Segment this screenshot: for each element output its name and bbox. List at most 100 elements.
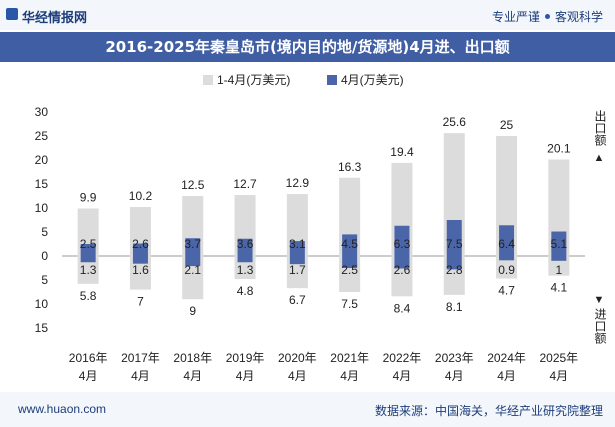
label-cumulative-import: 8.4 [394,301,411,315]
x-tick-label-month: 4月 [445,369,464,383]
label-cumulative-import: 4.1 [551,281,568,295]
import-label-text: 进口额 [593,308,607,344]
label-monthly-export: 3.1 [289,237,306,251]
label-cumulative-export: 9.9 [80,190,97,204]
label-monthly-import: 1.3 [80,263,97,277]
logo-icon [6,8,18,20]
title-bar: 2016-2025年秦皇岛市(境内目的地/货源地)4月进、出口额 [0,32,615,62]
label-cumulative-import: 6.7 [289,293,306,307]
label-cumulative-import: 4.7 [498,284,515,298]
top-bar: 华经情报网 专业严谨 客观科学 [0,0,615,30]
label-cumulative-export: 10.2 [129,189,153,203]
label-cumulative-export: 12.5 [181,178,205,192]
export-label-text: 出口额 [593,110,607,146]
up-arrow-icon: ▲ [593,152,605,164]
y-tick-label: 0 [41,249,48,263]
label-monthly-import: 2.6 [394,263,411,277]
label-cumulative-export: 25.6 [443,115,467,129]
bar-monthly-import [342,256,358,268]
y-tick-label: 30 [35,105,49,119]
y-tick-label: 20 [35,153,49,167]
x-tick-label-year: 2020年 [278,351,317,365]
label-monthly-import: 1.6 [132,263,149,277]
x-tick-label-year: 2019年 [226,351,265,365]
bar-monthly-export [289,241,305,256]
label-monthly-import: 2.1 [184,263,201,277]
bar-monthly-export [80,244,96,256]
label-cumulative-import: 7.5 [341,297,358,311]
legend-label-cumulative: 1-4月(万美元) [217,73,290,87]
bar-monthly-import [551,256,567,261]
bar-monthly-import [499,256,515,261]
label-cumulative-import: 4.8 [237,284,254,298]
label-monthly-import: 1.3 [237,263,254,277]
bar-cumulative-import [129,256,151,290]
label-monthly-export: 3.7 [184,237,201,251]
x-tick-label-month: 4月 [183,369,202,383]
bar-cumulative-import [548,256,570,276]
bar-cumulative-import [496,256,518,279]
x-tick-label-year: 2021年 [330,351,369,365]
x-tick-label-year: 2023年 [435,351,474,365]
x-tick-label-year: 2016年 [69,351,108,365]
label-monthly-import: 0.9 [498,263,515,277]
bar-monthly-import [446,256,462,270]
y-tick-label: 5 [41,225,48,239]
label-cumulative-import: 5.8 [80,289,97,303]
y-tick-label: 15 [35,177,49,191]
legend-swatch-monthly [327,75,337,85]
label-monthly-export: 6.4 [498,237,515,251]
bar-cumulative-export [286,194,308,256]
bar-monthly-export [551,231,567,256]
x-tick-label-year: 2024年 [487,351,526,365]
x-tick-label-month: 4月 [497,369,516,383]
footer: www.huaon.com 数据来源：中国海关，华经产业研究院整理 [0,392,615,427]
bar-monthly-import [394,256,410,269]
label-cumulative-import: 8.1 [446,300,463,314]
y-tick-label: 25 [35,129,49,143]
label-cumulative-export: 12.7 [233,177,257,191]
import-side-label: ▼ 进口额 [592,292,607,348]
bar-cumulative-import [77,256,99,284]
label-monthly-export: 7.5 [446,237,463,251]
x-tick-label-year: 2022年 [383,351,422,365]
x-tick-label-month: 4月 [236,369,255,383]
tagline-right: 客观科学 [554,10,603,24]
x-tick-label-month: 4月 [288,369,307,383]
site-url: www.huaon.com [18,402,107,416]
label-monthly-export: 2.5 [80,237,97,251]
bar-cumulative-import [182,256,204,300]
label-monthly-import: 2.5 [341,263,358,277]
y-tick-label: 15 [35,321,49,335]
chart: 1-4月(万美元) 4月(万美元) 30 25 20 15 10 5 0 5 10 15 9.9 5.8 2… [35,73,585,383]
label-cumulative-export: 12.9 [286,176,310,190]
label-cumulative-import: 9 [189,304,196,318]
chart-title: 2016-2025年秦皇岛市(境内目的地/货源地)4月进、出口额 [105,38,510,56]
bar-monthly-import [237,256,253,263]
bar-monthly-import [185,256,201,267]
label-monthly-export: 2.6 [132,237,149,251]
export-side-label: 出口额 ▲ [592,110,607,166]
bar-monthly-export [446,220,462,256]
label-cumulative-import: 7 [137,295,144,309]
label-cumulative-export: 25 [500,118,514,132]
bar-monthly-import [132,256,148,264]
x-tick-label-year: 2017年 [121,351,160,365]
label-monthly-export: 4.5 [341,237,358,251]
y-tick-label: 10 [35,297,49,311]
bar-monthly-import [289,256,305,265]
down-arrow-icon: ▼ [593,294,605,306]
bar-monthly-export [499,225,515,256]
bar-monthly-import [80,256,96,263]
bar-monthly-export [342,234,358,256]
tagline-left: 专业严谨 [491,10,540,24]
label-monthly-export: 3.6 [237,237,254,251]
label-cumulative-export: 19.4 [390,145,414,159]
x-tick-label-month: 4月 [79,369,98,383]
x-tick-label-month: 4月 [340,369,359,383]
label-monthly-export: 6.3 [394,237,411,251]
x-tick-label-month: 4月 [550,369,569,383]
label-monthly-import: 1.7 [289,263,306,277]
x-tick-label-year: 2018年 [173,351,212,365]
